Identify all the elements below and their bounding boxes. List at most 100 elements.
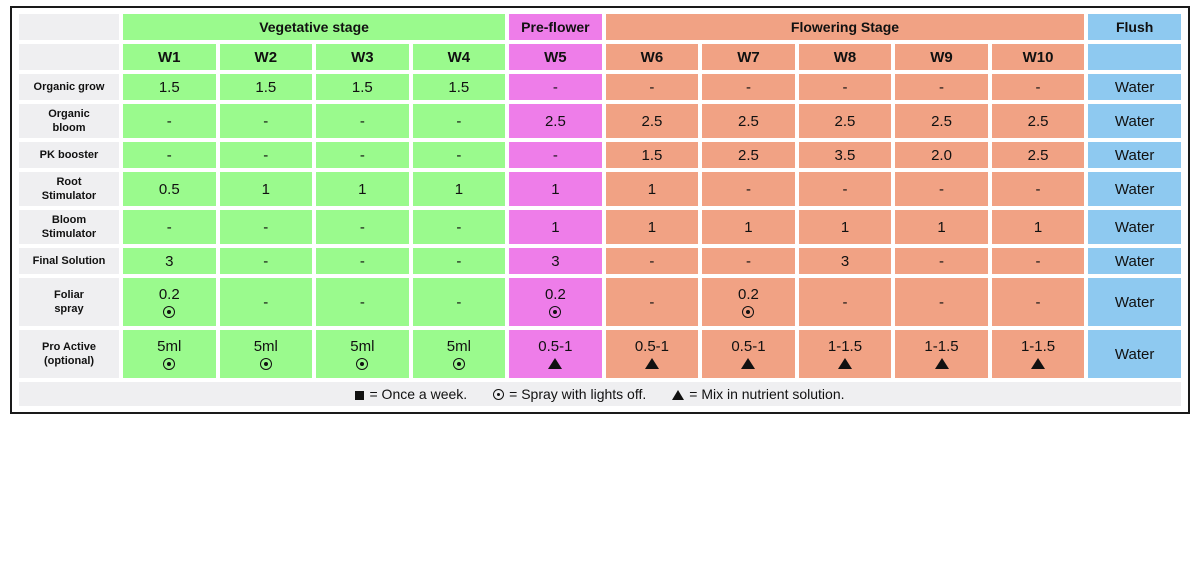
week-header-w7: W7 [702,44,795,70]
preflower-stage-header: Pre-flower [509,14,602,40]
cell-value: - [842,293,848,311]
value-cell: 2.5 [991,104,1085,138]
cell-value: - [359,146,365,164]
cell-value: 1 [647,180,657,198]
cell-value: 1 [1033,218,1043,236]
flowering-stage-header: Flowering Stage [605,14,1085,40]
flush-week-spacer-cell [1088,44,1181,70]
value-cell: 0.5-1 [605,330,699,378]
value-cell: - [991,74,1085,100]
value-cell: 5ml [123,330,216,378]
cell-value: - [1035,293,1041,311]
cell-value: 1.5 [255,78,277,96]
value-cell: - [123,142,216,168]
week-header-w1: W1 [123,44,216,70]
cell-value: Water [1114,252,1155,270]
cell-value: 3.5 [834,146,856,164]
spray-icon [163,305,176,318]
value-cell: 1.5 [412,74,506,100]
cell-value: Water [1114,218,1155,236]
cell-value: - [745,180,751,198]
week-header-w6: W6 [605,44,699,70]
cell-value: - [456,112,462,130]
value-cell: - [316,104,409,138]
cell-value: 1 [840,218,850,236]
legend-text: = Once a week. [369,386,468,402]
value-cell: 5ml [219,330,313,378]
value-cell: 1 [895,210,988,244]
mix-icon [1031,358,1046,370]
flush-cell: Water [1088,74,1181,100]
value-cell: 3.5 [798,142,892,168]
value-cell: 2.5 [702,142,795,168]
cell-value: 1 [454,180,464,198]
cell-value: 5ml [350,338,375,355]
cell-value: 1-1.5 [1020,338,1056,355]
row-label-line: Stimulator [41,190,97,202]
value-cell: 2.5 [895,104,988,138]
value-cell: - [219,278,313,326]
cell-marker [702,357,795,371]
table-row: Pro Active (optional) 5ml 5ml 5ml 5ml 0.5-1 0.5… [19,330,1181,378]
value-cell: 5ml [316,330,409,378]
cell-value: 0.5-1 [538,338,573,355]
cell-marker [992,357,1085,371]
row-label: Root Stimulator [19,172,119,206]
cell-value: Water [1114,345,1155,363]
value-cell: - [219,248,313,274]
row-label: Organic grow [19,74,119,100]
value-cell: 0.2 [702,278,795,326]
cell-value: - [263,218,269,236]
spray-icon [163,357,176,370]
cell-value: - [359,293,365,311]
table-row: Organic bloom - - - - 2.5 2.5 2.5 2.5 2.5 2.5 Water [19,104,1181,138]
legend-bar: = Once a week. = Spray with lights off. = … [19,382,1181,406]
row-label: PK booster [19,142,119,168]
row-label-line: bloom [52,122,86,134]
row-label-line: Foliar [54,288,84,301]
value-cell: - [316,278,409,326]
value-cell: 1 [605,172,699,206]
cell-value: - [1035,252,1041,270]
row-label-line: PK booster [39,148,99,161]
cell-value: - [1035,78,1041,96]
cell-value: 0.2 [738,286,759,303]
cell-value: 1 [647,218,657,236]
cell-value: - [166,146,172,164]
value-cell: - [412,210,506,244]
spray-icon [452,357,465,370]
cell-value: Water [1114,112,1155,130]
row-label-line: Bloom [51,213,87,226]
week-header-w3: W3 [316,44,409,70]
value-cell: 1-1.5 [895,330,988,378]
week-header-w5: W5 [509,44,602,70]
cell-value: 1 [551,180,560,198]
cell-value: - [456,293,462,311]
cell-value: 0.5-1 [731,338,766,355]
legend-text: = Mix in nutrient solution. [689,386,845,402]
value-cell: - [412,278,506,326]
cell-value: 1.5 [641,146,663,164]
cell-value: - [456,252,462,270]
value-cell: 0.5-1 [702,330,795,378]
cell-value: - [359,252,365,270]
cell-value: 2.5 [1027,112,1049,130]
cell-value: 1 [358,180,367,198]
cell-value: 2.5 [738,146,759,164]
cell-value: - [263,252,269,270]
cell-value: - [263,112,269,130]
cell-value: - [649,293,655,311]
cell-value: 3 [165,252,174,270]
value-cell: 2.5 [509,104,602,138]
cell-value: - [649,78,655,96]
value-cell: - [316,248,409,274]
value-cell: - [123,104,216,138]
cell-value: 3 [840,252,850,270]
cell-value: - [649,252,655,270]
value-cell: - [895,172,988,206]
value-cell: 1 [702,210,795,244]
cell-value: 2.5 [931,112,952,130]
flush-stage-header: Flush [1088,14,1181,40]
cell-value: 1 [744,218,753,236]
cell-value: 5ml [253,338,278,355]
